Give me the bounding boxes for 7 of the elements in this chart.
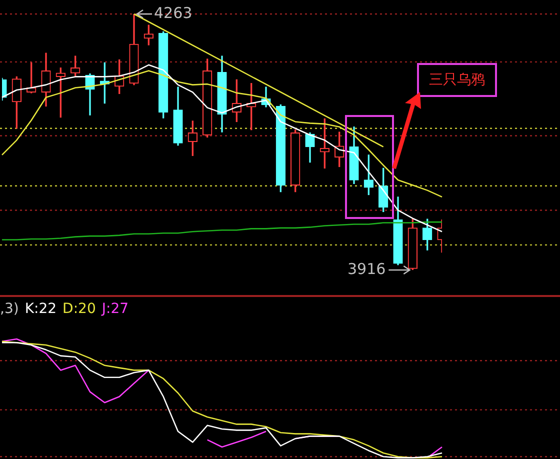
series-label: K:22: [24, 301, 57, 317]
annotation: 3916: [347, 260, 386, 278]
text: D:20: [62, 301, 96, 317]
annotation: 三只乌鸦: [417, 63, 497, 97]
text: J:27: [102, 301, 129, 317]
legend-title: ,3): [0, 301, 19, 317]
annotation: 4263: [154, 4, 192, 22]
